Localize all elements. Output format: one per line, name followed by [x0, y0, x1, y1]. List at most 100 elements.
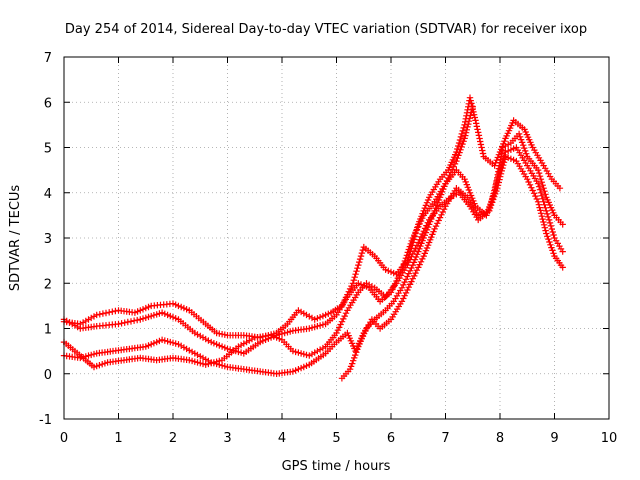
- data-point: [477, 214, 479, 216]
- data-point: [161, 312, 163, 314]
- data-point: [504, 137, 506, 139]
- data-point: [308, 327, 310, 330]
- data-point: [562, 266, 564, 268]
- data-point: [374, 287, 376, 289]
- data-point: [335, 332, 338, 334]
- data-point: [335, 314, 338, 316]
- data-point: [349, 368, 351, 370]
- data-point: [243, 368, 245, 370]
- data-point: [515, 160, 518, 162]
- series-track-a: [60, 94, 564, 341]
- data-point: [496, 187, 498, 189]
- x-tick-label: 4: [278, 431, 286, 446]
- data-point: [352, 282, 354, 284]
- data-point: [117, 323, 120, 325]
- data-point: [474, 205, 477, 207]
- x-tick-label: 8: [496, 431, 504, 446]
- data-point: [513, 119, 515, 121]
- data-point: [325, 323, 327, 325]
- y-tick-label: 4: [44, 187, 52, 202]
- data-point: [292, 370, 294, 373]
- data-point: [128, 348, 130, 350]
- y-tick-label: 1: [44, 323, 52, 338]
- data-point: [464, 137, 466, 139]
- data-point: [423, 214, 425, 216]
- data-point: [469, 205, 471, 207]
- data-point: [537, 201, 539, 203]
- data-point: [434, 228, 436, 230]
- data-point: [335, 341, 338, 343]
- data-point: [401, 287, 403, 289]
- data-point: [346, 332, 348, 334]
- data-point: [112, 350, 114, 352]
- series-track-c: [60, 144, 566, 371]
- data-point: [341, 377, 343, 379]
- y-tick-label: 7: [44, 51, 52, 66]
- data-point: [455, 160, 457, 162]
- data-point: [395, 282, 397, 284]
- data-point: [243, 352, 245, 354]
- series-markers: [60, 153, 566, 377]
- data-point: [150, 305, 152, 307]
- data-point: [286, 323, 288, 325]
- y-tick-label: 5: [44, 142, 52, 157]
- data-point: [374, 318, 376, 320]
- data-point: [401, 300, 403, 302]
- data-point: [297, 309, 299, 311]
- data-point: [545, 196, 547, 198]
- data-point: [281, 339, 283, 341]
- data-point: [357, 291, 359, 293]
- data-point: [134, 312, 136, 314]
- data-point: [177, 343, 180, 345]
- x-tick-label: 7: [441, 431, 449, 446]
- data-point: [526, 178, 528, 180]
- data-point: [226, 366, 229, 368]
- data-point: [194, 332, 196, 334]
- data-point: [156, 359, 158, 361]
- data-point: [357, 282, 359, 284]
- data-point: [276, 373, 278, 375]
- data-point: [357, 346, 359, 348]
- data-point: [74, 350, 76, 352]
- x-tick-label: 3: [223, 431, 231, 446]
- ticks: 0 1 2 3 4 5 6 7 8 9 10 -1 0 1 2 3 4 5 6 7: [39, 51, 617, 446]
- data-point: [85, 359, 87, 361]
- data-point: [96, 325, 98, 327]
- data-point: [363, 246, 365, 248]
- data-point: [205, 364, 207, 366]
- y-tick-label: 3: [44, 232, 52, 247]
- y-axis-label: SDTVAR / TECUs: [8, 185, 23, 292]
- data-point: [346, 296, 348, 298]
- data-point: [515, 146, 518, 149]
- data-point: [259, 341, 261, 343]
- data-point: [543, 165, 545, 167]
- data-point: [532, 146, 534, 149]
- data-point: [562, 223, 564, 225]
- data-point: [385, 296, 387, 298]
- data-point: [79, 327, 81, 330]
- data-point: [379, 327, 381, 330]
- y-tick-label: 0: [44, 368, 52, 383]
- data-point: [172, 303, 174, 305]
- data-point: [455, 187, 457, 189]
- x-axis-label: GPS time / hours: [282, 459, 391, 474]
- data-point: [537, 183, 539, 185]
- x-tick-label: 6: [387, 431, 395, 446]
- data-point: [466, 196, 468, 198]
- data-point: [526, 156, 528, 158]
- series-markers: [60, 94, 564, 341]
- data-point: [474, 119, 477, 121]
- data-point: [237, 346, 239, 348]
- data-point: [412, 237, 414, 239]
- data-point: [518, 133, 520, 135]
- data-point: [93, 366, 95, 368]
- data-point: [510, 142, 512, 144]
- y-tick-label: -1: [39, 413, 52, 428]
- data-point: [545, 232, 547, 235]
- grid: [64, 57, 609, 419]
- data-point: [308, 355, 310, 357]
- data-point: [379, 300, 381, 302]
- data-point: [172, 357, 174, 359]
- data-point: [259, 370, 261, 373]
